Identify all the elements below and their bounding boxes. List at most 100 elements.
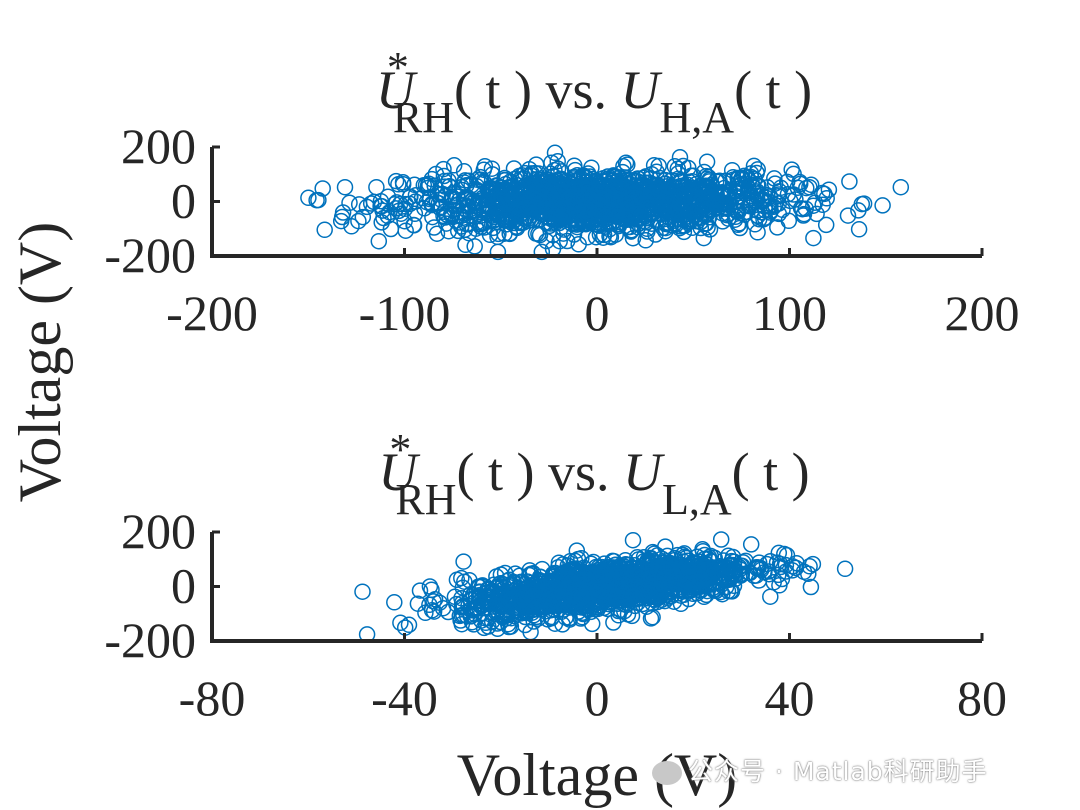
data-point xyxy=(546,144,564,162)
data-point xyxy=(839,207,857,224)
data-point xyxy=(624,181,641,198)
data-point xyxy=(634,190,652,207)
data-point xyxy=(512,605,530,622)
data-point xyxy=(687,198,704,215)
data-point xyxy=(836,560,854,578)
data-point xyxy=(750,177,767,195)
x-tick-label: -200 xyxy=(166,285,258,341)
data-point xyxy=(466,193,483,210)
data-point xyxy=(370,232,388,250)
y-tick-label: -200 xyxy=(104,612,196,668)
data-point xyxy=(698,167,715,185)
data-point xyxy=(801,178,818,196)
data-point xyxy=(569,550,587,568)
data-point xyxy=(386,594,403,611)
data-point xyxy=(447,197,465,214)
title-bottom-sup: * xyxy=(389,425,411,474)
data-point xyxy=(362,195,380,212)
data-point xyxy=(341,194,358,212)
data-point xyxy=(472,168,489,186)
data-point xyxy=(662,199,680,217)
data-point xyxy=(680,569,697,586)
data-point xyxy=(599,193,617,211)
data-point xyxy=(766,170,783,187)
title-top-base2: U xyxy=(621,60,663,120)
data-point xyxy=(533,173,551,191)
subplot-bottom: U* RH( t ) vs. UL,A( t ) -80 -40 0 40 802000-… xyxy=(104,425,1007,726)
data-point xyxy=(801,558,818,575)
data-point xyxy=(484,166,501,183)
x-tick-label: -80 xyxy=(179,670,246,726)
subplot-top-title: U* RH( t ) vs. UH,A( t ) xyxy=(376,43,812,142)
data-point xyxy=(601,215,618,232)
y-tick-label: 200 xyxy=(121,503,196,559)
data-point xyxy=(769,219,786,236)
x-tick-label: 200 xyxy=(945,285,1020,341)
data-point xyxy=(625,189,643,206)
data-point xyxy=(619,156,636,173)
data-point xyxy=(805,229,822,247)
data-point xyxy=(787,191,804,208)
title-bottom-arg2: ( t ) xyxy=(732,442,810,502)
data-point xyxy=(617,154,635,171)
data-point xyxy=(695,229,713,247)
data-point xyxy=(808,205,825,223)
data-point xyxy=(334,204,352,221)
data-point xyxy=(601,581,618,599)
data-point xyxy=(493,192,510,210)
data-point xyxy=(814,196,831,214)
data-point xyxy=(721,197,739,214)
data-point xyxy=(608,216,625,233)
data-point xyxy=(662,216,679,234)
data-point xyxy=(516,186,533,204)
data-point xyxy=(698,185,715,203)
y-tick-label: 0 xyxy=(171,558,196,614)
data-point xyxy=(632,209,649,226)
data-point xyxy=(783,161,800,178)
y-tick-label: 200 xyxy=(121,118,196,174)
title-top-sup: * xyxy=(387,43,409,92)
data-point xyxy=(732,199,750,216)
data-point xyxy=(428,194,446,211)
x-tick-label: 40 xyxy=(765,670,815,726)
data-point xyxy=(802,578,820,596)
data-point xyxy=(489,243,507,261)
data-point xyxy=(850,202,867,219)
data-point xyxy=(584,190,602,207)
data-point xyxy=(805,197,822,214)
data-point xyxy=(714,564,731,582)
data-point xyxy=(659,215,676,232)
watermark: 公众号 · Matlab科研助手 xyxy=(652,752,988,788)
data-point xyxy=(343,218,360,235)
data-point xyxy=(659,589,677,607)
data-point xyxy=(354,208,372,226)
data-point xyxy=(671,149,689,166)
data-point xyxy=(521,160,538,178)
data-point xyxy=(565,226,583,243)
title-top-sub2: H,A xyxy=(660,93,735,142)
data-point xyxy=(742,536,760,553)
data-point xyxy=(432,191,450,208)
data-point xyxy=(850,221,868,238)
data-point xyxy=(680,561,698,578)
x-tick-label: 0 xyxy=(585,285,610,341)
data-point xyxy=(712,531,730,548)
data-point xyxy=(491,587,508,604)
data-point xyxy=(540,572,557,589)
data-point xyxy=(521,562,538,579)
y-tick-label: 0 xyxy=(171,173,196,229)
data-point xyxy=(417,604,434,622)
data-point xyxy=(457,236,474,254)
data-point xyxy=(806,194,824,211)
data-point xyxy=(494,609,512,626)
data-point xyxy=(631,566,648,584)
data-point xyxy=(601,586,619,603)
data-point xyxy=(440,222,457,240)
data-point xyxy=(514,596,531,613)
data-point xyxy=(572,576,589,594)
data-point xyxy=(714,569,731,586)
data-point xyxy=(530,186,547,203)
data-point xyxy=(490,579,507,596)
data-point xyxy=(455,553,472,570)
data-point xyxy=(577,585,594,603)
